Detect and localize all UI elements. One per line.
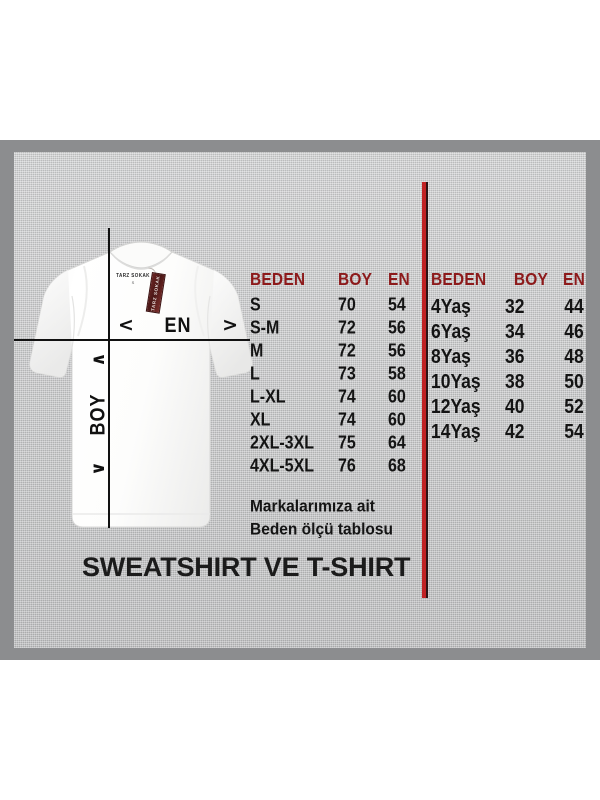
table-row: M 72 56 [250,340,428,363]
cell-size: 4Yaş [431,294,471,318]
table-row: L-XL 74 60 [250,386,428,409]
cell-size: S [250,295,261,316]
caption-line-1: Markalarımıza ait [250,497,375,516]
width-guide-line [14,339,250,341]
table-row: XL 74 60 [250,409,428,432]
cell-width: 48 [564,344,584,368]
tshirt-illustration [28,236,254,532]
cell-width: 60 [388,410,406,431]
cell-length: 42 [505,419,525,443]
column-header-beden: BEDEN [431,270,487,290]
cell-width: 52 [564,394,584,418]
column-header-beden: BEDEN [250,270,306,290]
cell-size: 14Yaş [431,419,481,443]
cell-length: 73 [338,364,356,385]
cell-width: 50 [564,369,584,393]
table-row: 8Yaş 36 48 [431,344,591,369]
cell-size: 10Yaş [431,369,481,393]
table-row: 2XL-3XL 75 64 [250,432,428,455]
caption-line-2: Beden ölçü tablosu [250,520,393,539]
table-header-row: BEDEN BOY EN [431,270,591,294]
cell-size: 2XL-3XL [250,433,315,454]
adult-size-table: BEDEN BOY EN S 70 54 S-M 72 56 M [250,270,428,478]
cell-width: 54 [388,295,406,316]
cell-length: 34 [505,319,525,343]
cell-width: 56 [388,318,406,339]
cell-length: 38 [505,369,525,393]
table-row: 10Yaş 38 50 [431,369,591,394]
cell-length: 36 [505,344,525,368]
cell-size: S-M [250,318,280,339]
cell-length: 32 [505,294,525,318]
column-header-boy: BOY [513,270,549,290]
red-divider [422,182,428,598]
cell-length: 40 [505,394,525,418]
table-row: L 73 58 [250,363,428,386]
length-measure-label: ∧ BOY ∨ [86,349,110,479]
cell-length: 72 [338,341,356,362]
width-measure-label: < EN > [118,313,238,337]
hang-tag-text: TARZ SOKAK [150,274,162,311]
cell-width: 64 [388,433,406,454]
length-label-text: BOY [85,392,110,436]
table-row: 12Yaş 40 52 [431,394,591,419]
arrow-left-icon: < [118,314,134,336]
cell-width: 46 [564,319,584,343]
table-row: 14Yaş 42 54 [431,419,591,444]
width-label-text: EN [164,312,192,337]
cell-length: 70 [338,295,356,316]
cell-size: 6Yaş [431,319,471,343]
cell-length: 74 [338,410,356,431]
cell-length: 74 [338,387,356,408]
table-row: S 70 54 [250,294,428,317]
arrow-down-icon: ∨ [87,461,109,476]
cell-width: 68 [388,456,406,477]
cell-size: M [250,341,264,362]
page-title: SWEATSHIRT VE T-SHIRT [82,552,411,582]
cell-length: 75 [338,433,356,454]
column-header-boy: BOY [338,270,373,290]
cell-size: L-XL [250,387,286,408]
cell-width: 44 [564,294,584,318]
cell-width: 60 [388,387,406,408]
cell-width: 58 [388,364,406,385]
kids-size-table: BEDEN BOY EN 4Yaş 32 44 6Yaş 34 46 8Yaş [431,270,591,444]
cell-length: 72 [338,318,356,339]
table-row: 4Yaş 32 44 [431,294,591,319]
table-row: S-M 72 56 [250,317,428,340]
table-header-row: BEDEN BOY EN [250,270,428,294]
cell-length: 76 [338,456,356,477]
cell-width: 54 [564,419,584,443]
caption-block: Markalarımıza ait Beden ölçü tablosu [250,495,425,541]
cell-size: 8Yaş [431,344,471,368]
neck-label-size-text: S [131,279,135,285]
length-guide-line [108,228,110,528]
cell-size: XL [250,410,271,431]
neck-label-brand-text: TARZ SOKAK [116,272,150,279]
arrow-right-icon: > [222,314,238,336]
cell-width: 56 [388,341,406,362]
neck-brand-label: TARZ SOKAK S [110,271,156,288]
table-row: 4XL-5XL 76 68 [250,455,428,478]
table-row: 6Yaş 34 46 [431,319,591,344]
cell-size: L [250,364,260,385]
column-header-en: EN [388,270,410,290]
cell-size: 4XL-5XL [250,456,315,477]
column-header-en: EN [563,270,585,290]
cell-size: 12Yaş [431,394,481,418]
arrow-up-icon: ∧ [87,352,109,367]
